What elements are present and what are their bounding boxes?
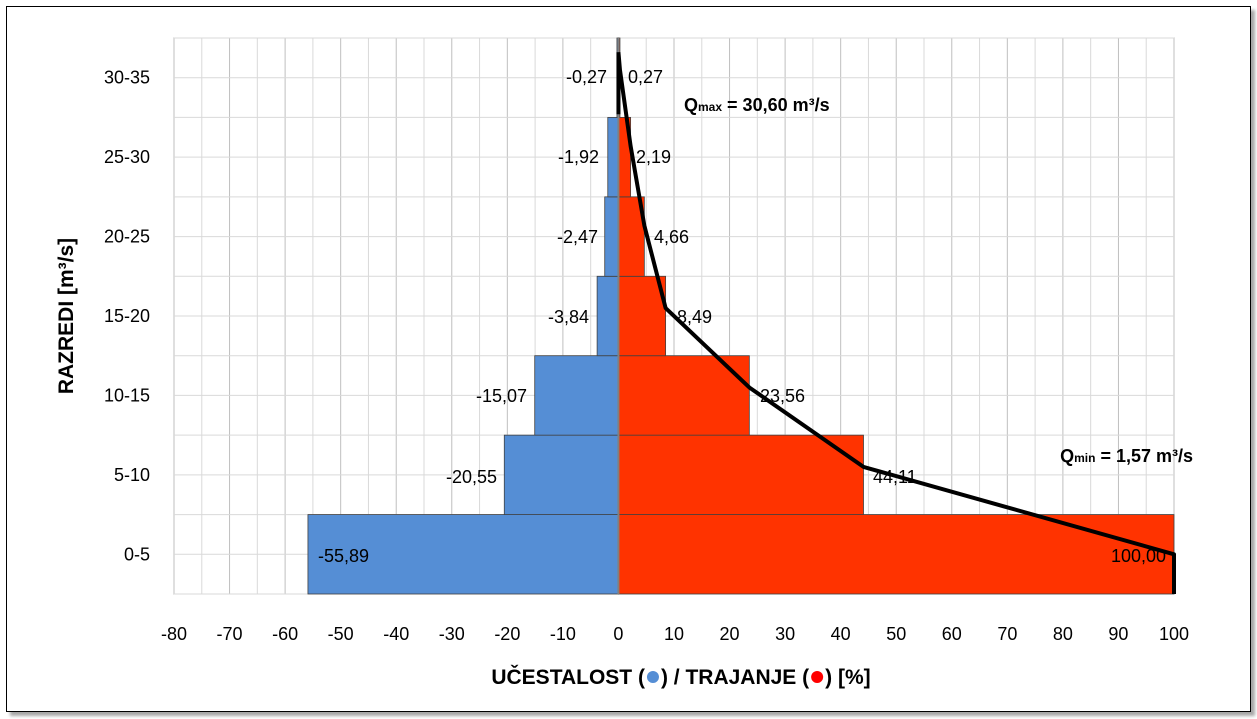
duration-curve-line — [616, 52, 1176, 594]
bars — [307, 37, 1175, 595]
frequency-data-label: -1,92 — [558, 147, 599, 167]
x-tick-label: 100 — [1159, 624, 1189, 644]
x-tick-label: 70 — [997, 624, 1017, 644]
x-tick-label: 90 — [1108, 624, 1128, 644]
duration-data-label: 8,49 — [677, 307, 712, 327]
x-tick-label: -10 — [550, 624, 576, 644]
data-labels: -55,89 -20,55 -15,07 -3,84 -2,47 -1,92 -0,27 10… — [318, 67, 1166, 566]
frequency-bar — [607, 117, 619, 198]
duration-bar — [618, 514, 1175, 595]
x-tick-label: 10 — [664, 624, 684, 644]
x-tick-label: 20 — [720, 624, 740, 644]
x-tick-label: -50 — [328, 624, 354, 644]
frequency-bar — [604, 196, 619, 277]
duration-curve — [616, 52, 1176, 594]
red-dot-icon — [811, 671, 824, 683]
frequency-data-label: -2,47 — [557, 227, 598, 247]
x-tick-label: 50 — [886, 624, 906, 644]
y-axis-title: RAZREDI [m³/s] — [55, 238, 78, 394]
duration-data-label: 4,66 — [654, 227, 689, 247]
gridlines — [173, 37, 1175, 595]
duration-data-label: 44,11 — [873, 467, 917, 487]
qmin-annotation: Qmin = 1,57 m³/s — [1060, 446, 1193, 466]
x-tick-label: 0 — [613, 624, 623, 644]
x-tick-label: -40 — [383, 624, 409, 644]
frequency-data-label: -20,55 — [446, 467, 497, 487]
y-tick-label: 15-20 — [104, 306, 150, 326]
y-tick-label: 25-30 — [104, 147, 150, 167]
x-axis-title: UČESTALOST ( ) / TRAJANJE ( ) [%] — [491, 665, 870, 689]
duration-data-label: 100,00 — [1111, 546, 1166, 566]
frequency-data-label: -0,27 — [566, 67, 607, 87]
x-tick-label: 30 — [775, 624, 795, 644]
x-tick-label: -30 — [439, 624, 465, 644]
duration-data-label: 0,27 — [628, 67, 663, 87]
x-tick-label: 80 — [1053, 624, 1073, 644]
x-axis-title-part-3: ) [%] — [825, 666, 871, 689]
x-tick-label: 40 — [831, 624, 851, 644]
x-axis-title-part-2: ) / TRAJANJE ( — [661, 666, 809, 689]
frequency-bar — [596, 275, 619, 357]
x-axis-title-part-1: UČESTALOST ( — [491, 665, 645, 689]
y-tick-label: 0-5 — [124, 544, 150, 564]
y-tick-labels: 0-5 5-10 10-15 15-20 20-25 25-30 30-35 — [104, 68, 150, 565]
x-tick-label: -20 — [494, 624, 520, 644]
x-tick-label: 60 — [942, 624, 962, 644]
frequency-data-label: -55,89 — [318, 546, 369, 566]
duration-data-label: 23,56 — [760, 386, 805, 406]
duration-bar — [618, 275, 667, 357]
frequency-bar — [307, 514, 619, 595]
x-tick-label: -70 — [217, 624, 243, 644]
y-tick-label: 10-15 — [104, 385, 150, 405]
frequency-bar — [503, 434, 619, 515]
x-tick-labels: -80 -70 -60 -50 -40 -30 -20 -10 0 10 20 30 40 50 60 70 8… — [161, 624, 1189, 644]
y-tick-label: 30-35 — [104, 68, 150, 88]
y-tick-label: 5-10 — [114, 465, 150, 485]
blue-dot-icon — [646, 671, 659, 683]
frequency-data-label: -15,07 — [476, 386, 527, 406]
duration-data-label: 2,19 — [636, 147, 671, 167]
frequency-bar — [534, 355, 619, 436]
duration-bar — [618, 434, 864, 515]
y-tick-label: 20-25 — [104, 227, 150, 247]
x-tick-label: -80 — [161, 624, 187, 644]
x-tick-label: -60 — [272, 624, 298, 644]
qmax-annotation: Qmax = 30,60 m³/s — [684, 95, 830, 115]
frequency-data-label: -3,84 — [548, 307, 589, 327]
